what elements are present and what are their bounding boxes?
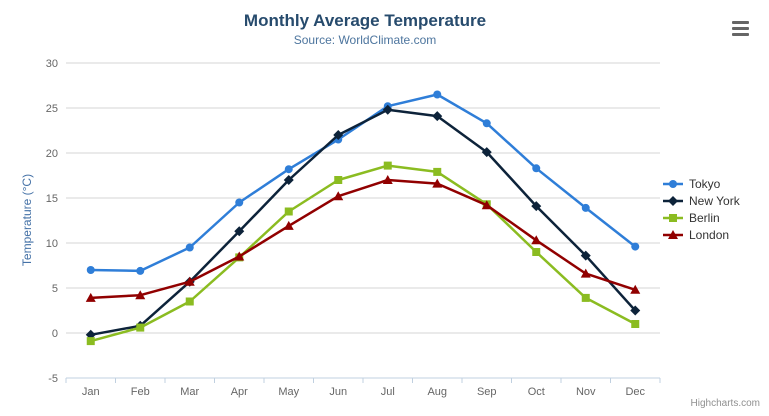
data-point-berlin[interactable]	[136, 323, 145, 332]
x-axis-label: Jan	[82, 386, 100, 398]
legend-item-new-york[interactable]: New York	[662, 194, 740, 208]
legend-item-tokyo[interactable]: Tokyo	[662, 177, 740, 191]
series-line-berlin[interactable]	[89, 164, 637, 343]
credits-link[interactable]: Highcharts.com	[690, 398, 760, 409]
legend-item-berlin[interactable]: Berlin	[662, 211, 740, 225]
data-point-berlin[interactable]	[631, 320, 640, 328]
chart-subtitle: Source: WorldClimate.com	[293, 33, 437, 47]
square-marker-icon	[663, 214, 683, 222]
data-point-tokyo[interactable]	[581, 203, 590, 212]
legend-item-label: New York	[689, 194, 740, 208]
data-point-new-york[interactable]	[580, 250, 591, 261]
data-point-london[interactable]	[580, 268, 591, 278]
y-axis-tick-label: 25	[46, 103, 58, 115]
data-point-berlin[interactable]	[334, 176, 343, 184]
chart-title: Monthly Average Temperature	[243, 11, 487, 30]
data-point-london[interactable]	[234, 251, 245, 261]
diamond-marker-icon	[663, 196, 683, 206]
data-point-london[interactable]	[85, 292, 96, 302]
data-point-london[interactable]	[382, 175, 393, 184]
triangle-marker-icon	[663, 230, 683, 239]
data-point-new-york[interactable]	[630, 305, 641, 316]
y-axis-title: Temperature (°C)	[20, 173, 34, 267]
series-line-new-york[interactable]	[89, 108, 637, 337]
data-point-new-york[interactable]	[481, 147, 492, 158]
export-menu-button[interactable]	[732, 21, 749, 36]
x-axis-label: Sep	[477, 386, 497, 398]
y-axis-tick-label: 10	[46, 238, 58, 250]
y-axis-tick-label: 5	[52, 283, 58, 295]
data-point-london[interactable]	[135, 290, 146, 300]
x-axis-label: Oct	[528, 386, 545, 398]
data-point-berlin[interactable]	[532, 248, 541, 256]
data-point-london[interactable]	[333, 191, 344, 201]
x-axis-label: Apr	[231, 386, 248, 398]
data-point-berlin[interactable]	[284, 207, 293, 216]
hamburger-menu-icon	[732, 33, 749, 36]
data-point-berlin[interactable]	[86, 337, 95, 346]
data-point-new-york[interactable]	[333, 130, 344, 140]
data-point-london[interactable]	[184, 276, 195, 286]
x-axis-label: Nov	[576, 386, 596, 398]
legend-item-label: Tokyo	[689, 177, 721, 191]
hamburger-menu-icon	[732, 27, 749, 30]
circle-marker-icon	[663, 180, 683, 188]
data-point-new-york[interactable]	[531, 201, 542, 212]
x-axis-label: Feb	[131, 386, 150, 398]
data-point-london[interactable]	[630, 284, 641, 294]
data-point-tokyo[interactable]	[185, 243, 194, 252]
x-axis-label: Aug	[427, 386, 447, 398]
y-axis-tick-label: 0	[52, 328, 58, 340]
data-point-new-york[interactable]	[382, 104, 393, 115]
data-point-new-york[interactable]	[283, 175, 294, 185]
hamburger-menu-icon	[732, 21, 749, 24]
data-point-new-york[interactable]	[234, 226, 245, 237]
y-axis-tick-label: -5	[48, 373, 58, 385]
data-point-new-york[interactable]	[432, 111, 443, 122]
data-point-tokyo[interactable]	[284, 165, 293, 174]
data-point-london[interactable]	[432, 178, 443, 188]
data-point-tokyo[interactable]	[532, 164, 541, 173]
x-axis-label: May	[278, 386, 299, 398]
y-axis-tick-label: 15	[46, 193, 58, 205]
data-point-tokyo[interactable]	[235, 198, 244, 207]
y-axis-tick-label: 20	[46, 148, 58, 160]
x-axis-label: Jul	[381, 386, 395, 398]
data-point-tokyo[interactable]	[482, 119, 491, 128]
x-axis-label: Mar	[180, 386, 199, 398]
data-point-london[interactable]	[283, 220, 294, 230]
series-line-london[interactable]	[89, 178, 637, 300]
x-axis-label: Dec	[625, 386, 645, 398]
data-point-berlin[interactable]	[383, 161, 392, 170]
data-point-london[interactable]	[531, 235, 542, 245]
data-point-tokyo[interactable]	[86, 266, 95, 274]
legend: Tokyo New York Berlin London	[662, 177, 740, 245]
y-axis-tick-label: 30	[46, 58, 58, 70]
data-point-tokyo[interactable]	[433, 90, 442, 99]
legend-item-label: London	[689, 228, 730, 242]
data-point-london[interactable]	[481, 200, 492, 210]
legend-item-label: Berlin	[689, 211, 720, 225]
x-axis-label: Jun	[329, 386, 347, 398]
data-point-tokyo[interactable]	[136, 266, 145, 275]
data-point-berlin[interactable]	[185, 297, 194, 306]
data-point-berlin[interactable]	[433, 167, 442, 176]
data-point-berlin[interactable]	[581, 293, 590, 302]
legend-item-london[interactable]: London	[662, 228, 740, 242]
data-point-tokyo[interactable]	[631, 242, 640, 251]
series-line-tokyo[interactable]	[89, 93, 637, 273]
